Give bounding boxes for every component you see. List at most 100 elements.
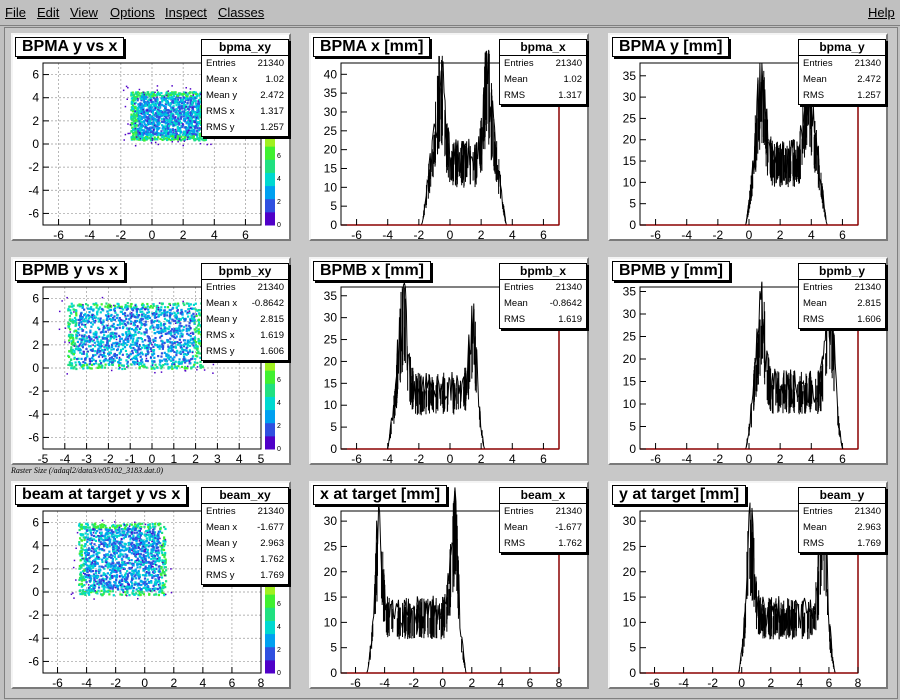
scatter-point bbox=[120, 307, 123, 310]
scatter-point bbox=[125, 343, 128, 347]
scatter-point bbox=[129, 314, 132, 317]
pad-bpma_y[interactable]: -6 -4 -2 0 2 4 6 0 5 10 15 20 25 30 35 BPMA y [mm] bpma_… bbox=[608, 33, 888, 242]
scatter-point bbox=[89, 574, 92, 578]
scatter-point bbox=[189, 88, 192, 90]
scatter-point bbox=[196, 109, 199, 112]
scatter-point bbox=[76, 357, 79, 361]
pad-bpma_x[interactable]: -6 -4 -2 0 2 4 6 0 5 10 15 20 25 30 35 40 BPMA x [mm] bpm… bbox=[309, 33, 591, 243]
pad-bpmb_x[interactable]: -6 -4 -2 0 2 4 6 0 5 10 15 20 25 30 35 BPMB x [mm] bpmb_… bbox=[309, 257, 591, 467]
scatter-point bbox=[154, 125, 157, 128]
scatter-point bbox=[105, 590, 108, 593]
scatter-point bbox=[174, 316, 177, 319]
scatter-point bbox=[136, 127, 139, 131]
scatter-point bbox=[119, 338, 122, 341]
scatter-point bbox=[165, 354, 168, 358]
scatter-point bbox=[77, 328, 80, 331]
scatter-point bbox=[139, 122, 142, 125]
scatter-point bbox=[106, 315, 109, 318]
scatter-point bbox=[129, 528, 132, 531]
root-canvas[interactable]: Raster Size (/adaql2/data3/e05102_3183.d… bbox=[4, 27, 898, 699]
scatter-point bbox=[199, 116, 202, 119]
menu-help[interactable]: Help bbox=[868, 5, 895, 20]
scatter-point bbox=[198, 135, 202, 138]
menu-view-label: View bbox=[70, 5, 98, 20]
menu-edit[interactable]: Edit bbox=[37, 5, 59, 20]
y-tick-label: 15 bbox=[324, 161, 338, 175]
stats-name: bpmb_x bbox=[500, 264, 586, 280]
scatter-point bbox=[88, 340, 91, 344]
scatter-point bbox=[174, 132, 177, 136]
scatter-point bbox=[165, 101, 168, 104]
scatter-point bbox=[159, 526, 162, 529]
scatter-point bbox=[174, 336, 177, 340]
menu-classes[interactable]: Classes bbox=[218, 5, 264, 20]
scatter-point bbox=[84, 556, 88, 559]
scatter-point bbox=[122, 325, 125, 328]
scatter-point bbox=[116, 302, 119, 305]
scatter-point bbox=[180, 135, 183, 138]
scatter-point bbox=[108, 562, 111, 565]
menu-view[interactable]: View bbox=[70, 5, 98, 20]
scatter-point bbox=[163, 543, 167, 546]
scatter-point bbox=[70, 351, 73, 355]
scatter-point bbox=[163, 555, 166, 559]
scatter-point bbox=[112, 524, 115, 527]
scatter-point bbox=[154, 91, 156, 94]
scatter-point bbox=[144, 111, 147, 114]
scatter-point bbox=[121, 553, 124, 556]
scatter-point bbox=[181, 99, 184, 102]
scatter-point bbox=[175, 331, 178, 334]
scatter-point bbox=[162, 363, 165, 367]
scatter-point bbox=[86, 355, 89, 358]
scatter-point bbox=[117, 367, 121, 370]
y-tick-label: 25 bbox=[623, 330, 637, 344]
scatter-point bbox=[153, 593, 156, 596]
scatter-point bbox=[164, 99, 167, 102]
menu-options[interactable]: Options bbox=[110, 5, 155, 20]
scatter-point bbox=[118, 356, 121, 359]
scatter-point bbox=[147, 581, 150, 584]
scatter-point bbox=[189, 102, 193, 105]
scatter-point bbox=[135, 344, 139, 347]
scatter-point bbox=[195, 348, 199, 351]
scatter-point bbox=[90, 321, 93, 324]
scatter-point bbox=[82, 319, 85, 322]
scatter-point bbox=[75, 314, 78, 317]
scatter-point bbox=[120, 318, 122, 321]
scatter-point bbox=[160, 118, 163, 121]
stats-key: Entries bbox=[803, 282, 833, 293]
scatter-point bbox=[164, 586, 167, 589]
scatter-point bbox=[102, 337, 105, 340]
scatter-point bbox=[191, 108, 194, 111]
scatter-point bbox=[68, 334, 71, 337]
scatter-point bbox=[87, 320, 90, 323]
scatter-point bbox=[103, 586, 106, 589]
scatter-point bbox=[187, 351, 190, 354]
menu-inspect[interactable]: Inspect bbox=[165, 5, 207, 20]
y-tick-label: 5 bbox=[330, 420, 337, 434]
scatter-point bbox=[143, 550, 146, 553]
scatter-point bbox=[134, 327, 138, 330]
scatter-point bbox=[174, 134, 177, 137]
scatter-point bbox=[130, 109, 133, 112]
scatter-point bbox=[152, 339, 155, 343]
pad-bpmb_y[interactable]: -6 -4 -2 0 2 4 6 0 5 10 15 20 25 30 35 BPMB y [mm] bpmb_… bbox=[608, 257, 890, 467]
scatter-point bbox=[105, 575, 108, 578]
scatter-point bbox=[159, 573, 163, 576]
scatter-point bbox=[152, 345, 155, 348]
scatter-point bbox=[169, 346, 172, 349]
x-tick-label: 5 bbox=[258, 452, 265, 466]
scatter-point bbox=[121, 322, 124, 325]
scatter-point bbox=[152, 528, 155, 531]
scatter-point bbox=[171, 99, 174, 102]
menu-file[interactable]: File bbox=[5, 5, 26, 20]
